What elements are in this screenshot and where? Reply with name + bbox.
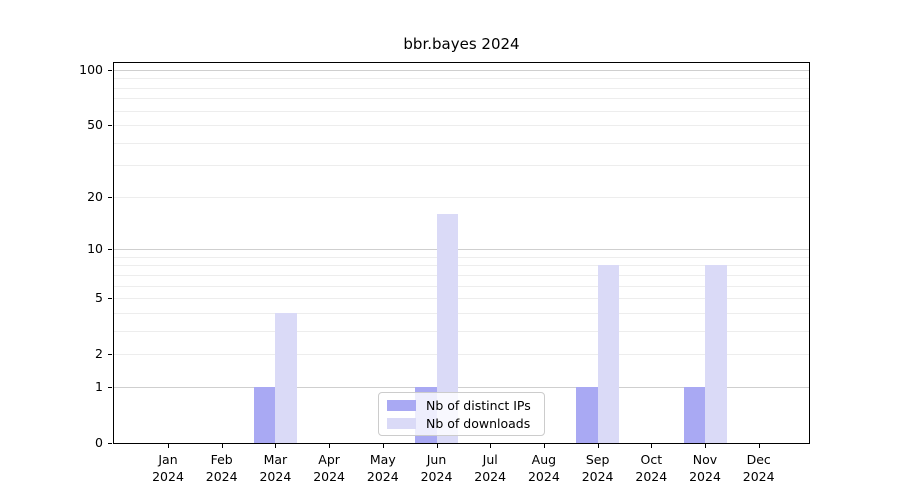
minor-gridline [114, 142, 809, 144]
minor-gridline [114, 312, 809, 314]
y-tick-label: 5 [95, 290, 103, 306]
x-tick-mark [221, 444, 223, 448]
minor-gridline [114, 125, 809, 127]
x-tick-mark [275, 444, 277, 448]
y-tick-label: 50 [87, 117, 103, 133]
x-tick-mark [597, 444, 599, 448]
bar-nb-of-distinct-ips-mar [253, 386, 276, 443]
chart-title: bbr.bayes 2024 [403, 35, 520, 53]
x-tick-mark [168, 444, 169, 448]
x-tick-label: Sep 2024 [581, 452, 614, 484]
bar-nb-of-downloads-sep [597, 265, 620, 443]
bar-nb-of-distinct-ips-sep [576, 386, 598, 443]
minor-gridline [114, 98, 809, 100]
x-tick-mark [382, 444, 384, 448]
distinct-ips-swatch [387, 399, 416, 411]
bar-nb-of-distinct-ips-nov [683, 386, 705, 443]
bar-nb-of-downloads-nov [705, 265, 727, 443]
y-tick-label: 1 [95, 378, 103, 394]
y-tick-mark [108, 196, 112, 198]
y-tick-mark [108, 125, 112, 127]
downloads-swatch [387, 417, 416, 429]
y-tick-mark [108, 249, 112, 251]
x-tick-mark [543, 444, 545, 448]
y-tick-label: 2 [95, 346, 103, 362]
x-tick-label: Dec 2024 [742, 452, 775, 484]
x-tick-label: Jun 2024 [420, 452, 453, 484]
y-tick-mark [108, 443, 112, 444]
y-tick-label: 100 [79, 62, 103, 77]
x-tick-mark [490, 444, 492, 448]
minor-gridline [114, 256, 809, 258]
x-tick-label: Jul 2024 [474, 452, 507, 484]
x-tick-label: Jan 2024 [152, 452, 184, 484]
x-tick-mark [436, 444, 438, 448]
minor-gridline [114, 285, 809, 287]
plot-area [113, 62, 810, 444]
x-tick-label: Nov 2024 [689, 452, 721, 484]
minor-gridline [114, 196, 809, 198]
x-tick-label: Apr 2024 [313, 452, 345, 484]
x-tick-label: Aug 2024 [527, 452, 560, 484]
legend: Nb of distinct IPs Nb of downloads [378, 392, 545, 436]
legend-entry-downloads: Nb of downloads [387, 416, 536, 431]
bar-nb-of-downloads-mar [275, 312, 297, 443]
x-tick-mark [758, 444, 760, 448]
minor-gridline [114, 78, 809, 80]
minor-gridline [114, 330, 809, 332]
minor-gridline [114, 110, 809, 112]
major-gridline [114, 70, 809, 71]
x-tick-label: May 2024 [366, 452, 399, 484]
x-tick-label: Mar 2024 [259, 452, 292, 484]
y-tick-label: 20 [87, 188, 103, 204]
x-tick-mark [329, 444, 331, 448]
y-tick-mark [108, 386, 112, 388]
minor-gridline [114, 87, 809, 89]
legend-label-distinct-ips: Nb of distinct IPs [426, 397, 531, 413]
x-tick-label: Feb 2024 [205, 452, 238, 484]
legend-label-downloads: Nb of downloads [426, 415, 531, 431]
y-tick-mark [108, 70, 112, 71]
bar-nb-of-downloads-jun [436, 214, 458, 443]
minor-gridline [114, 274, 809, 276]
y-tick-mark [108, 298, 112, 300]
minor-gridline [114, 354, 809, 356]
y-tick-label: 0 [95, 435, 103, 450]
minor-gridline [114, 265, 809, 267]
minor-gridline [114, 298, 809, 300]
x-tick-mark [705, 444, 706, 448]
major-gridline [114, 386, 809, 388]
y-tick-mark [108, 354, 112, 356]
y-tick-label: 10 [87, 241, 103, 257]
major-gridline [114, 249, 809, 251]
x-tick-mark [651, 444, 653, 448]
x-tick-label: Oct 2024 [635, 452, 668, 484]
legend-entry-distinct-ips: Nb of distinct IPs [387, 398, 536, 413]
minor-gridline [114, 165, 809, 167]
